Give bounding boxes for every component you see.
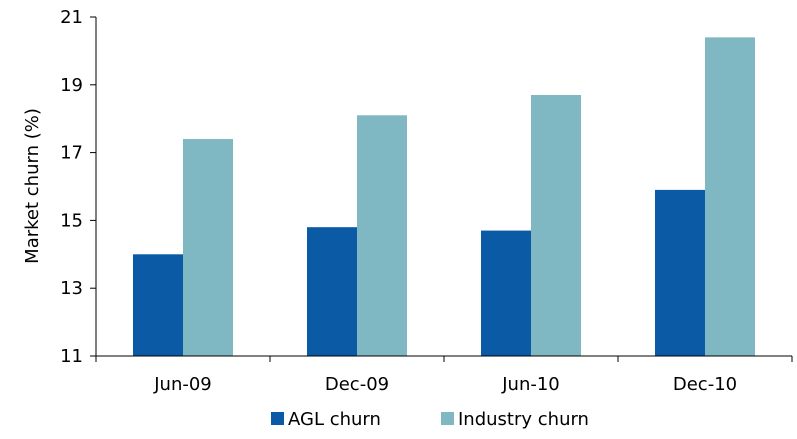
bars-layer [133,37,755,357]
legend-label: Industry churn [458,409,589,430]
y-tick-label: 19 [60,75,83,96]
legend-swatch [271,412,284,425]
y-ticks: 11 13 15 17 19 21 [60,7,96,367]
y-axis-label: Market churn (%) [22,108,43,264]
bar-agl-churn [481,230,531,356]
bar-agl-churn [307,227,357,356]
bar-industry-churn [183,139,233,356]
x-tick-label: Jun-09 [153,374,212,395]
y-tick-label: 17 [60,143,83,164]
bar-industry-churn [705,37,755,357]
bar-agl-churn [655,189,705,356]
x-tick-label: Dec-10 [673,374,737,395]
legend-swatch [441,412,454,425]
y-tick-label: 13 [60,278,83,299]
bar-agl-churn [133,254,183,356]
y-tick-label: 15 [60,210,83,231]
y-tick-label: 11 [60,346,83,367]
x-tick-label: Jun-10 [501,374,560,395]
y-tick-label: 21 [60,7,83,28]
legend-label: AGL churn [288,409,381,430]
bar-industry-churn [357,115,407,356]
x-tick-label: Dec-09 [325,374,389,395]
bar-industry-churn [531,94,581,356]
legend: AGL churn Industry churn [271,409,589,430]
x-ticks: Jun-09 Dec-09 Jun-10 Dec-10 [95,356,793,395]
